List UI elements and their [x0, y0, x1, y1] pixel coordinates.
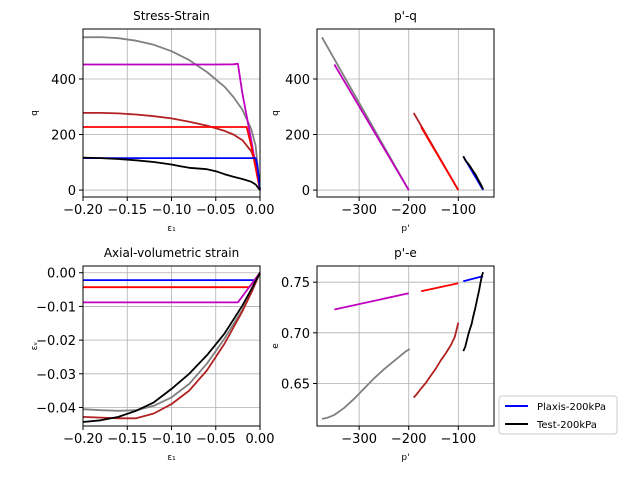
legend-frame — [498, 395, 618, 435]
y-tick-label: 200 — [51, 129, 76, 144]
x-tick-label: −0.20 — [63, 432, 103, 447]
legend: Plaxis-200kPa Test-200kPa — [498, 395, 618, 435]
series-line-2 — [463, 275, 484, 283]
x-tick-label: 0.00 — [246, 203, 275, 218]
x-axis-label: ε₁ — [167, 224, 176, 234]
x-tick-label: −0.20 — [63, 203, 103, 218]
x-axis-label: p' — [401, 224, 409, 234]
y-tick-label: −0.02 — [36, 334, 76, 349]
y-axis-label: q — [271, 110, 281, 116]
y-tick-label: −0.01 — [36, 300, 76, 315]
y-tick-label: −0.04 — [36, 401, 76, 416]
y-tick-label: 400 — [285, 73, 310, 88]
y-tick-label: 0 — [302, 184, 310, 199]
series-line-3 — [83, 126, 261, 191]
x-axis-label: p' — [401, 453, 409, 463]
series-line-1 — [333, 64, 410, 191]
y-tick-label: 400 — [51, 73, 76, 88]
y-axis-label: e — [271, 343, 281, 349]
x-tick-label: −0.10 — [152, 203, 192, 218]
y-tick-label: 200 — [285, 129, 310, 144]
chart-title: p'-q — [394, 9, 417, 23]
legend-label-0: Plaxis-200kPa — [537, 402, 606, 413]
x-axis-label: ε₁ — [167, 453, 176, 463]
axes-frame — [316, 265, 495, 427]
y-tick-label: 0.75 — [281, 276, 310, 291]
x-tick-label: −100 — [440, 432, 476, 447]
axes-frame — [316, 28, 495, 198]
y-tick-label: −0.03 — [36, 368, 76, 383]
series-line-2 — [83, 112, 261, 191]
plot-area — [317, 266, 494, 426]
x-tick-label: −0.15 — [107, 432, 147, 447]
legend-label-1: Test-200kPa — [536, 420, 597, 431]
series-line-3 — [321, 348, 411, 420]
series-line-0 — [334, 292, 409, 311]
chart-title: Stress-Strain — [133, 9, 210, 23]
y-tick-label: 0.00 — [47, 267, 76, 282]
x-tick-label: −200 — [391, 432, 427, 447]
series-line-5 — [82, 156, 261, 191]
panel-p_e: −300 −200 −100 0.65 0.70 0.75 p'-e p' e — [271, 246, 495, 463]
series-line-4 — [413, 322, 460, 399]
plot-area — [317, 29, 494, 197]
series-line-1 — [420, 282, 459, 293]
y-tick-label: 0.70 — [281, 327, 310, 342]
y-tick-label: 0 — [68, 184, 76, 199]
x-tick-label: −0.15 — [107, 203, 147, 218]
x-tick-label: 0.00 — [246, 432, 275, 447]
x-tick-label: −0.05 — [196, 203, 236, 218]
x-tick-label: −0.10 — [152, 432, 192, 447]
series-line-5 — [462, 271, 484, 352]
y-tick-label: 0.65 — [281, 377, 310, 392]
x-tick-label: −300 — [341, 432, 377, 447]
panel-p_q: −300 −200 −100 0 200 400 p'-q p' q — [271, 9, 495, 234]
panel-stress_strain: −0.20 −0.15 −0.10 −0.05 0.00 0 200 400 Stress-St… — [30, 9, 274, 234]
series-line-5 — [82, 272, 261, 423]
chart-title: p'-e — [394, 246, 417, 260]
x-tick-label: −200 — [391, 203, 427, 218]
chart-title: Axial-volumetric strain — [104, 246, 239, 260]
panel-axial_volumetric: −0.20 −0.15 −0.10 −0.05 0.00 0.00 −0.01 −0.02 −0… — [30, 246, 274, 463]
series-line-4 — [83, 157, 261, 191]
x-tick-label: −100 — [440, 203, 476, 218]
series-line-0 — [82, 36, 261, 191]
y-axis-label: εᵥ — [30, 341, 40, 350]
x-tick-label: −0.05 — [196, 432, 236, 447]
series-line-2 — [83, 272, 261, 304]
x-tick-label: −300 — [341, 203, 377, 218]
series-line-5 — [462, 155, 484, 190]
series-line-3 — [420, 126, 460, 191]
y-axis-label: q — [30, 110, 40, 116]
series-line-1 — [83, 62, 261, 191]
